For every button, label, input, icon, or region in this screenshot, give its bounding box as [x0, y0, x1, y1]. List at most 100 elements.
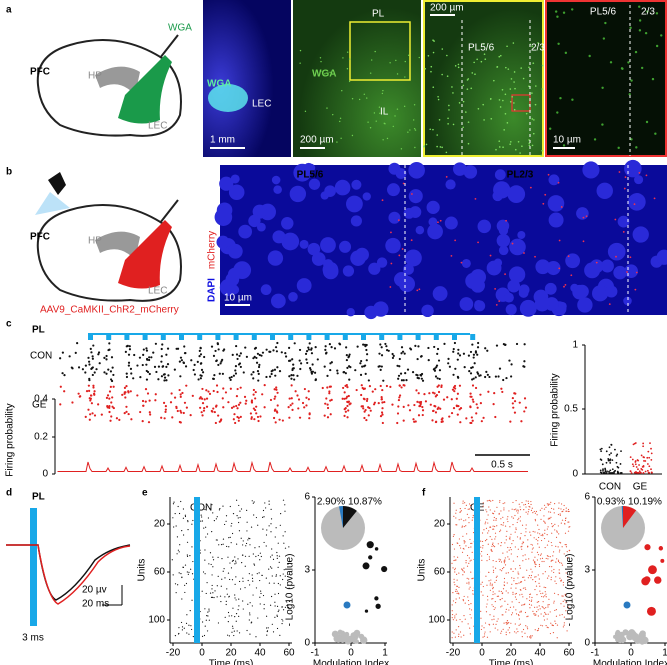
- dot: [473, 61, 475, 64]
- dot: [492, 512, 494, 514]
- dot: [208, 608, 210, 610]
- dot: [616, 634, 623, 641]
- light-pulse: [194, 497, 200, 643]
- dot: [470, 617, 472, 619]
- dot: [502, 552, 504, 554]
- dot: [343, 601, 351, 609]
- dot: [524, 554, 526, 556]
- dot: [110, 401, 113, 404]
- dot: [225, 520, 227, 522]
- dot: [519, 567, 521, 569]
- dot: [441, 73, 443, 76]
- dot: [413, 104, 416, 106]
- dot: [634, 50, 638, 54]
- dot: [270, 518, 273, 520]
- dot: [532, 559, 535, 561]
- dot: [242, 580, 244, 582]
- dot: [184, 584, 186, 586]
- dot: [249, 544, 251, 546]
- dot: [398, 254, 401, 257]
- dot: [448, 365, 451, 368]
- dot: [236, 407, 239, 410]
- dot: [59, 385, 62, 388]
- dot: [260, 284, 272, 296]
- dot: [371, 59, 373, 61]
- dot: [531, 548, 534, 550]
- dot: [600, 447, 603, 450]
- dot: [493, 546, 496, 548]
- dot: [638, 171, 641, 174]
- dot: [544, 522, 546, 524]
- dot: [88, 377, 91, 380]
- dot: [515, 587, 517, 589]
- dot: [538, 528, 540, 531]
- dot: [199, 552, 201, 554]
- dot: [188, 624, 190, 626]
- dot: [458, 586, 460, 589]
- dot: [401, 350, 405, 353]
- dot: [232, 513, 235, 515]
- dot: [305, 358, 308, 361]
- dot: [456, 392, 459, 395]
- dot: [504, 343, 507, 346]
- dot: [368, 384, 372, 388]
- dot: [221, 397, 224, 400]
- dot: [200, 368, 204, 372]
- dot: [436, 385, 439, 388]
- dot: [230, 542, 232, 544]
- dot: [346, 400, 349, 403]
- dot: [484, 58, 487, 61]
- dot: [453, 556, 455, 558]
- dot: [462, 570, 464, 572]
- dot: [310, 372, 314, 375]
- dot: [471, 519, 473, 521]
- dot: [515, 508, 517, 510]
- dot: [525, 524, 527, 526]
- label: 0.5: [564, 404, 578, 415]
- label: -20: [446, 648, 461, 659]
- dot: [474, 386, 478, 390]
- dot: [521, 543, 523, 545]
- dot: [534, 556, 536, 558]
- dot: [306, 361, 309, 365]
- dot: [360, 359, 363, 363]
- dot: [237, 416, 240, 420]
- dot: [400, 352, 403, 355]
- dot: [451, 631, 453, 633]
- dot: [452, 407, 456, 410]
- dot: [108, 348, 111, 351]
- dot: [452, 600, 455, 602]
- dot: [466, 582, 468, 584]
- dot: [534, 103, 537, 106]
- label: 200 µm: [300, 135, 334, 146]
- dot: [513, 81, 515, 83]
- dot: [211, 504, 213, 506]
- dot: [643, 460, 645, 462]
- dot: [462, 100, 465, 103]
- label: LEC: [148, 286, 167, 297]
- dot: [469, 406, 472, 409]
- dot: [108, 397, 111, 400]
- dot: [527, 615, 529, 617]
- dot: [601, 463, 604, 466]
- dot: [326, 386, 329, 389]
- dot: [547, 195, 565, 212]
- dot: [501, 88, 504, 91]
- dot: [542, 601, 544, 603]
- dot: [232, 374, 236, 377]
- dot: [519, 520, 521, 522]
- dot: [523, 576, 525, 578]
- dot: [221, 358, 224, 361]
- dot: [447, 362, 450, 365]
- dot: [276, 404, 279, 407]
- dot: [538, 565, 541, 567]
- dot: [434, 405, 437, 408]
- dot: [270, 372, 273, 376]
- dot: [262, 594, 265, 597]
- dot: [124, 396, 127, 399]
- dot: [142, 353, 145, 356]
- dot: [268, 350, 271, 353]
- dot: [633, 203, 636, 206]
- dot: [309, 368, 312, 371]
- dot: [324, 352, 328, 355]
